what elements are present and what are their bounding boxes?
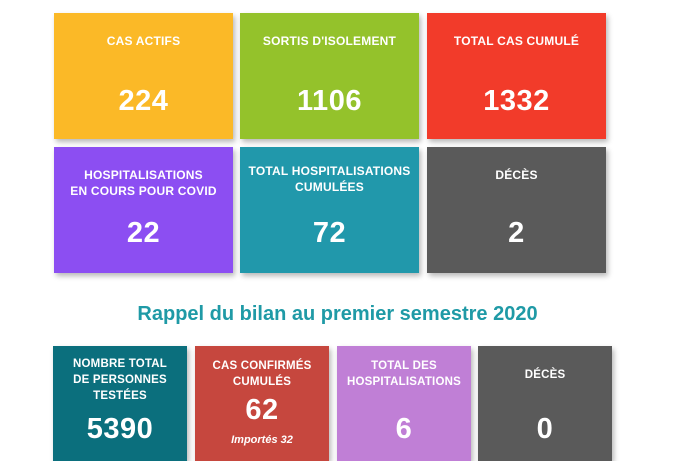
card-label: CAS ACTIFS: [106, 34, 181, 48]
card-value: 0: [536, 413, 554, 445]
card-cas-actifs: CAS ACTIFS 224: [54, 13, 233, 139]
card-value: 2: [508, 217, 525, 249]
card-value: 224: [118, 85, 169, 117]
card-label: HOSPITALISATIONS EN COURS POUR COVID: [70, 168, 217, 198]
card-label: TOTAL HOSPITALISATIONS CUMULÉES: [248, 164, 411, 194]
card-label: DÉCÈS: [524, 369, 566, 381]
card-hospitalisations-en-cours: HOSPITALISATIONS EN COURS POUR COVID 22: [54, 147, 233, 273]
card-total-cas-cumule: TOTAL CAS CUMULÉ 1332: [427, 13, 606, 139]
card-label: CAS CONFIRMÉS CUMULÉS: [212, 360, 312, 388]
card-value: 6: [395, 413, 413, 445]
section-title: Rappel du bilan au premier semestre 2020: [137, 303, 538, 325]
card-label: DÉCÈS: [495, 168, 538, 182]
card-note: Importés 32: [231, 434, 293, 446]
card-sortis-isolement: SORTIS D'ISOLEMENT 1106: [240, 13, 419, 139]
card-cas-confirmes: CAS CONFIRMÉS CUMULÉS 62 Importés 32: [195, 346, 329, 461]
card-value: 62: [245, 394, 279, 426]
card-personnes-testees: NOMBRE TOTAL DE PERSONNES TESTÉES 5390: [53, 346, 187, 461]
card-value: 5390: [86, 413, 154, 445]
card-label: TOTAL CAS CUMULÉ: [453, 34, 580, 48]
card-deces-semestre: DÉCÈS 0: [478, 346, 612, 461]
card-label: SORTIS D'ISOLEMENT: [262, 34, 397, 48]
card-total-hospitalisations: TOTAL DES HOSPITALISATIONS 6: [337, 346, 471, 461]
card-value: 72: [312, 217, 347, 249]
card-value: 1332: [483, 85, 550, 117]
card-deces: DÉCÈS 2: [427, 147, 606, 273]
card-value: 22: [126, 217, 161, 249]
card-label: NOMBRE TOTAL DE PERSONNES TESTÉES: [73, 358, 167, 402]
card-label: TOTAL DES HOSPITALISATIONS: [347, 360, 461, 388]
card-value: 1106: [297, 85, 362, 117]
card-total-hospitalisations-cumulees: TOTAL HOSPITALISATIONS CUMULÉES 72: [240, 147, 419, 273]
